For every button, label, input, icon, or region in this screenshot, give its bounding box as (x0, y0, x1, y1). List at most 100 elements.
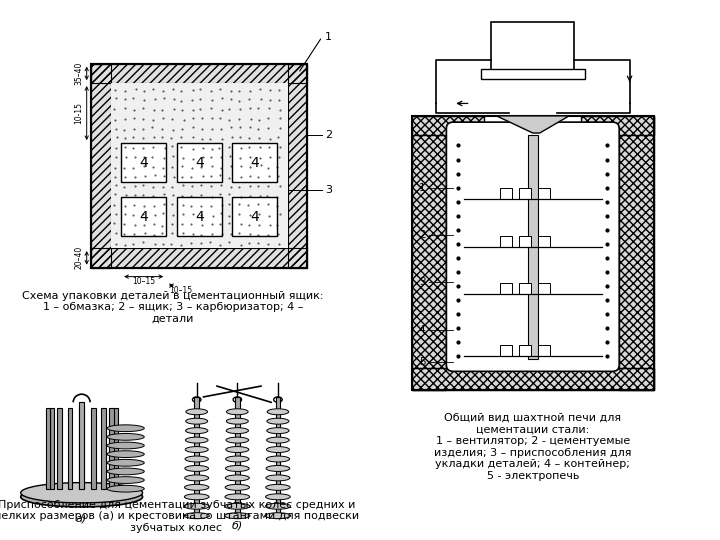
Bar (528, 134, 538, 359)
Text: Приспособление для цементации зубчатых колес средних и
мелких размеров (а) и кре: Приспособление для цементации зубчатых к… (0, 500, 359, 532)
Bar (500, 236, 512, 247)
Ellipse shape (225, 494, 250, 500)
Bar (121, 143, 166, 182)
Ellipse shape (266, 475, 290, 481)
Bar (194, 397, 199, 518)
Ellipse shape (21, 487, 143, 507)
Ellipse shape (185, 437, 208, 443)
Ellipse shape (185, 447, 208, 453)
Bar (412, 116, 485, 134)
Ellipse shape (185, 465, 209, 471)
Bar (111, 83, 288, 248)
Bar (481, 69, 585, 78)
Bar (500, 188, 512, 199)
Bar (79, 408, 84, 489)
Bar (519, 236, 531, 247)
Bar (91, 248, 307, 268)
Ellipse shape (225, 475, 249, 481)
Text: 4: 4 (251, 210, 259, 224)
Ellipse shape (21, 483, 143, 503)
Ellipse shape (266, 437, 289, 443)
FancyBboxPatch shape (446, 122, 619, 372)
Ellipse shape (185, 475, 209, 481)
Bar (91, 64, 111, 268)
Bar (91, 64, 307, 268)
Bar (45, 408, 50, 489)
Ellipse shape (186, 428, 208, 434)
Ellipse shape (186, 409, 207, 415)
Bar (235, 397, 240, 518)
Ellipse shape (225, 456, 249, 462)
Text: 1: 1 (325, 32, 332, 42)
Text: 4: 4 (195, 156, 204, 170)
Text: 20–40: 20–40 (75, 246, 84, 269)
Ellipse shape (107, 425, 144, 431)
Ellipse shape (107, 485, 144, 492)
Text: 3: 3 (325, 185, 332, 195)
Ellipse shape (266, 484, 290, 490)
Bar (412, 116, 446, 390)
Bar (519, 283, 531, 294)
Ellipse shape (186, 418, 207, 424)
Bar (176, 197, 222, 236)
Bar (68, 408, 72, 489)
Ellipse shape (266, 503, 290, 509)
Ellipse shape (267, 418, 289, 424)
Ellipse shape (265, 513, 291, 518)
Ellipse shape (226, 428, 248, 434)
Ellipse shape (266, 447, 289, 453)
Bar (538, 188, 550, 199)
Text: Схема упаковки деталей в цементационный ящик:
1 – обмазка; 2 – ящик; 3 – карбюри: Схема упаковки деталей в цементационный … (22, 291, 323, 324)
Bar (500, 345, 512, 356)
Ellipse shape (184, 494, 209, 500)
Ellipse shape (266, 465, 289, 471)
Text: 10-15: 10-15 (75, 102, 84, 124)
Text: 5: 5 (419, 357, 426, 367)
Ellipse shape (266, 428, 289, 434)
Bar (50, 408, 54, 489)
Ellipse shape (107, 434, 144, 440)
Ellipse shape (225, 503, 250, 509)
Text: а): а) (76, 514, 87, 523)
Bar (619, 116, 654, 390)
Ellipse shape (266, 494, 290, 500)
Bar (176, 143, 222, 182)
Ellipse shape (227, 409, 248, 415)
Ellipse shape (107, 477, 144, 483)
Bar (232, 143, 277, 182)
Ellipse shape (225, 484, 250, 490)
Ellipse shape (107, 460, 144, 466)
Bar (58, 408, 62, 489)
Bar (113, 408, 118, 489)
Bar (232, 197, 277, 236)
Ellipse shape (184, 513, 210, 518)
Bar (102, 408, 106, 489)
Text: Общий вид шахтной печи для
цементации стали:
1 – вентилятор; 2 - цементуемые
изд: Общий вид шахтной печи для цементации ст… (434, 413, 631, 481)
Text: 4: 4 (140, 156, 148, 170)
Ellipse shape (184, 503, 210, 509)
Polygon shape (497, 116, 569, 133)
Bar (519, 345, 531, 356)
Ellipse shape (225, 465, 249, 471)
Text: 3: 3 (419, 277, 426, 287)
Ellipse shape (184, 484, 209, 490)
Bar (91, 64, 307, 268)
Ellipse shape (225, 513, 250, 518)
Text: 2: 2 (325, 130, 333, 140)
Bar (109, 408, 114, 489)
Ellipse shape (226, 447, 249, 453)
Bar (121, 197, 166, 236)
Bar (519, 188, 531, 199)
Ellipse shape (185, 456, 208, 462)
Text: 4: 4 (140, 210, 148, 224)
Text: 2: 2 (419, 230, 426, 240)
Ellipse shape (107, 442, 144, 449)
Bar (500, 283, 512, 294)
Ellipse shape (107, 468, 144, 475)
Ellipse shape (266, 456, 289, 462)
Bar (91, 64, 307, 83)
Bar (538, 345, 550, 356)
Ellipse shape (226, 437, 248, 443)
Bar (491, 23, 575, 72)
Bar (412, 368, 654, 390)
